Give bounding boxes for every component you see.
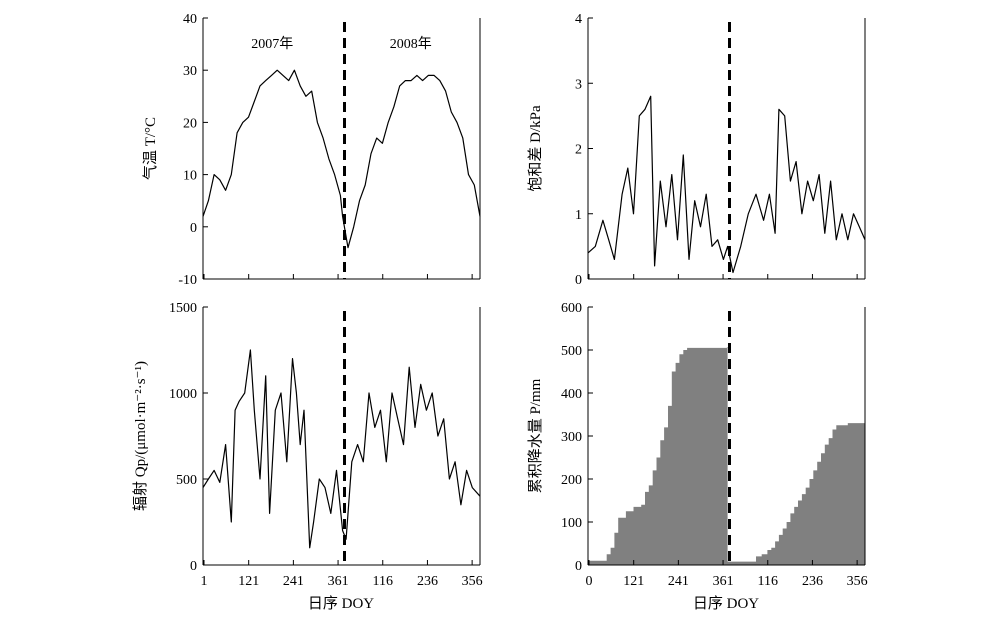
y-axis-label: 饱和差 D/kPa — [527, 105, 544, 192]
vapor-pressure-deficit-panel: 0 1 2 3 4 饱和差 D/kPa — [527, 12, 866, 288]
y-tick-label: 0 — [190, 559, 197, 574]
y-tick-label: 0 — [575, 273, 582, 288]
data-line — [587, 95, 866, 274]
x-axis-label-right: 日序 DOY — [693, 595, 759, 612]
y-tick-label: 0 — [575, 559, 582, 574]
y-tick-label: 1500 — [169, 301, 197, 316]
y-tick-label: 1000 — [169, 387, 197, 402]
y-tick-label: 400 — [561, 387, 582, 402]
x-tick-label: 361 — [328, 574, 349, 589]
x-tick-label: 236 — [802, 574, 823, 589]
y-tick-label: 2 — [575, 143, 582, 158]
y-tick-label: 3 — [575, 77, 582, 92]
x-tick-label: 356 — [462, 574, 483, 589]
y-tick-label: 100 — [561, 516, 582, 531]
y-tick-label: 30 — [183, 64, 197, 79]
y-tick-label: 0 — [190, 221, 197, 236]
x-tick-label: 0 — [586, 574, 593, 589]
x-tick-label: 241 — [668, 574, 689, 589]
data-line — [202, 349, 481, 549]
y-tick-label: 200 — [561, 473, 582, 488]
y-tick-label: 300 — [561, 430, 582, 445]
x-tick-label: 356 — [847, 574, 868, 589]
y-tick-label: 500 — [561, 344, 582, 359]
x-axis-label-left: 日序 DOY — [308, 595, 374, 612]
y-tick-label: 40 — [183, 12, 197, 27]
y-axis-label: 辐射 Qp/(μmol·m⁻²·s⁻¹) — [132, 361, 149, 511]
x-tick-label: 361 — [713, 574, 734, 589]
y-tick-label: 20 — [183, 116, 197, 131]
y-tick-label: 600 — [561, 301, 582, 316]
y-axis-label: 累积降水量 P/mm — [527, 378, 544, 493]
radiation-panel: 0 500 1000 1500 1 121 241 361 116 236 356 辐射 Qp/(μm… — [132, 301, 483, 589]
x-tick-label: 116 — [758, 574, 778, 589]
y-tick-label: 10 — [183, 169, 197, 184]
cumulative-precipitation-panel: 0 100 200 300 400 500 600 0 121 241 361 116 236 356 累积… — [527, 301, 868, 589]
x-tick-label: 1 — [201, 574, 208, 589]
y-tick-label: 1 — [575, 208, 582, 223]
year-label-2008: 2008年 — [390, 36, 432, 52]
y-tick-label: 500 — [176, 473, 197, 488]
x-tick-label: 241 — [283, 574, 304, 589]
year-label-2007: 2007年 — [251, 36, 293, 52]
x-tick-label: 116 — [373, 574, 393, 589]
x-tick-label: 121 — [623, 574, 644, 589]
x-tick-label: 236 — [417, 574, 438, 589]
x-tick-label: 121 — [238, 574, 259, 589]
data-line — [202, 69, 481, 249]
y-tick-label: -10 — [178, 273, 197, 288]
y-axis-label: 气温 T/°C — [142, 117, 159, 180]
precipitation-area — [587, 347, 865, 565]
y-tick-label: 4 — [575, 12, 582, 27]
